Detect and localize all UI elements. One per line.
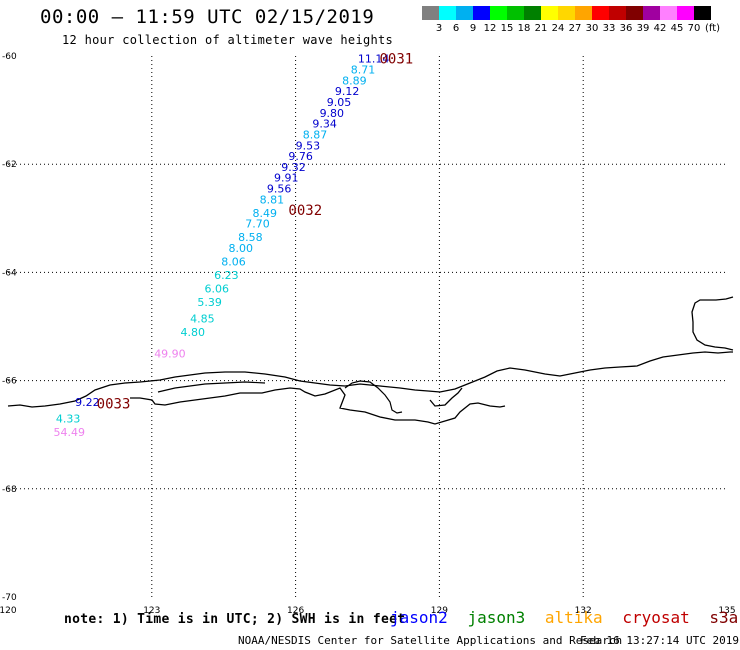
wave-height-label: 6.06	[205, 283, 230, 296]
wave-height-label: 8.49	[252, 207, 277, 220]
axis-ticks: 120 123 126 129 132 135 -60 -62 -64 -66 -68 -70	[0, 52, 736, 616]
legend-swatch	[456, 6, 473, 20]
legend-swatch	[558, 6, 575, 20]
satellite-jason3: jason3	[467, 608, 526, 627]
credit-line: NOAA/NESDIS Center for Satellite Applica…	[238, 634, 623, 647]
satellite-jason2: jason2	[390, 608, 448, 627]
legend-swatch	[677, 6, 694, 20]
wave-height-label: 5.39	[197, 296, 222, 309]
legend-swatch	[660, 6, 677, 20]
legend-label: 27	[568, 23, 582, 34]
legend-label: 9	[469, 23, 477, 34]
satellite-cryosat: cryosat	[622, 608, 690, 627]
wave-height-label: 4.85	[190, 312, 215, 325]
coastline	[7, 296, 734, 425]
x-tick-label: 129	[431, 606, 448, 616]
track-id-label: 0032	[288, 203, 322, 219]
legend-label: 33	[602, 23, 616, 34]
orbit-track-labels: 0031 0032 0033	[97, 52, 414, 413]
legend-swatch	[575, 6, 592, 20]
x-tick-label: 123	[143, 606, 160, 616]
y-tick-label: -66	[2, 377, 17, 387]
generation-timestamp: Feb 16 13:27:14 UTC 2019	[580, 634, 739, 647]
legend-label: 21	[534, 23, 548, 34]
x-tick-label: 126	[287, 606, 304, 616]
legend-swatch	[439, 6, 456, 20]
legend-label: 18	[517, 23, 531, 34]
wave-height-label: 8.87	[303, 128, 328, 141]
legend-label: 42	[653, 23, 667, 34]
legend-swatch	[609, 6, 626, 20]
legend-swatch	[422, 6, 439, 20]
map-title: 00:00 — 11:59 UTC 02/15/2019	[40, 6, 375, 28]
legend-label: 30	[585, 23, 599, 34]
wave-height-label: 9.80	[320, 107, 345, 120]
wave-height-label: 8.00	[228, 242, 253, 255]
map-subtitle: 12 hour collection of altimeter wave hei…	[62, 33, 394, 47]
wave-height-label: 9.22	[75, 396, 100, 409]
wave-height-label: 9.32	[281, 161, 306, 174]
wave-height-label: 9.53	[296, 139, 321, 152]
wave-height-label: 4.33	[56, 412, 81, 425]
wave-height-label: 8.58	[238, 231, 263, 244]
legend-label: 45	[670, 23, 684, 34]
wave-height-label: 8.06	[221, 256, 246, 269]
legend-swatch	[626, 6, 643, 20]
wave-height-label: 7.70	[245, 218, 270, 231]
x-tick-label: 135	[718, 606, 735, 616]
legend-label: 15	[500, 23, 514, 34]
legend-label: 70	[687, 23, 701, 34]
legend-swatch	[541, 6, 558, 20]
wave-height-label: 4.80	[181, 326, 206, 339]
track-id-label: 0033	[97, 396, 131, 412]
legend-swatch	[694, 6, 711, 20]
ice-shelf-edge	[157, 380, 403, 414]
legend-label: 36	[619, 23, 633, 34]
wave-height-label: 9.91	[274, 172, 299, 185]
wave-height-label: 9.56	[267, 183, 292, 196]
satellite-altika: altika	[544, 608, 603, 627]
legend-label: 6	[452, 23, 460, 34]
legend-swatch	[524, 6, 541, 20]
legend-label: 3	[435, 23, 443, 34]
wave-height-label: 9.76	[288, 150, 313, 163]
legend-swatch	[490, 6, 507, 20]
wave-height-label: 6.23	[214, 269, 239, 282]
wave-height-label: 9.12	[335, 85, 360, 98]
satellite-legend: jason2 jason3 altika cryosat s3a	[390, 608, 740, 627]
y-tick-label: -64	[2, 268, 17, 278]
wave-height-label: 49.90	[154, 348, 186, 361]
legend-swatch	[507, 6, 524, 20]
x-tick-label: 120	[0, 606, 17, 616]
legend-label: 39	[636, 23, 650, 34]
legend-swatch	[643, 6, 660, 20]
wave-height-label: 11.14	[358, 53, 390, 66]
ice-shelf-outline	[130, 387, 506, 425]
y-tick-label: -68	[2, 485, 17, 495]
wave-height-label: 54.49	[54, 426, 86, 439]
satellite-s3a: s3a	[709, 608, 739, 627]
wave-height-label: 9.05	[327, 96, 352, 109]
legend-label: 24	[551, 23, 565, 34]
wave-height-label: 9.34	[312, 118, 337, 131]
wave-height-label: 8.71	[351, 64, 376, 77]
y-tick-label: -60	[2, 52, 17, 62]
track-id-label: 0031	[379, 52, 413, 68]
legend-unit: (ft)	[705, 23, 721, 34]
antarctic-coastline	[7, 296, 734, 408]
units-note: note: 1) Time is in UTC; 2) SWH is in fe…	[64, 612, 406, 627]
y-tick-label: -62	[2, 160, 17, 170]
x-tick-label: 132	[575, 606, 592, 616]
wave-height-label: 8.89	[342, 74, 367, 87]
grid-lines	[8, 56, 727, 597]
legend-swatch	[473, 6, 490, 20]
legend-swatch	[592, 6, 609, 20]
y-tick-label: -70	[2, 593, 17, 603]
wave-height-points: 11.148.718.899.129.059.809.348.879.539.7…	[54, 53, 390, 439]
wave-height-label: 8.81	[260, 193, 285, 206]
legend-label: 12	[483, 23, 497, 34]
